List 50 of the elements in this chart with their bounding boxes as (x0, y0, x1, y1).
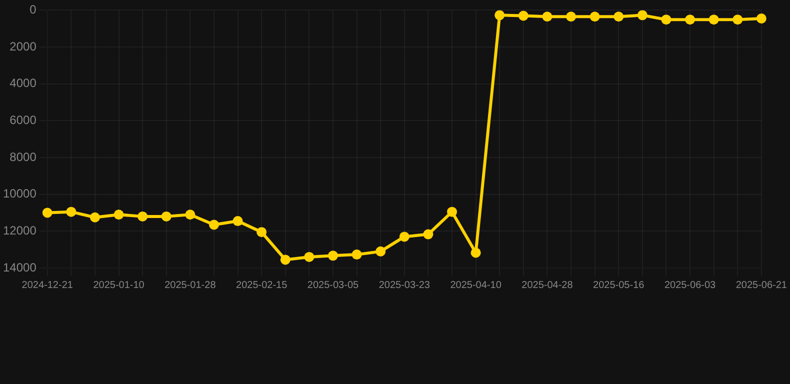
point (590, 12, 600, 22)
x-tick-label: 2025-02-15 (236, 280, 288, 291)
point (685, 14, 696, 25)
point (161, 211, 172, 222)
point (376, 246, 386, 256)
point (637, 10, 648, 20)
x-tick-label: 2025-05-16 (593, 280, 645, 291)
y-tick-label: 12000 (2, 223, 37, 238)
x-tick-label: 2025-04-10 (450, 280, 502, 291)
point (470, 248, 481, 258)
point (90, 212, 100, 222)
point (256, 227, 267, 238)
y-tick-label: 14000 (2, 260, 37, 274)
x-tick-label: 2025-06-03 (664, 280, 716, 291)
x-tick-label: 2025-01-28 (164, 280, 216, 291)
point (494, 10, 505, 20)
point (518, 10, 528, 21)
point (352, 250, 362, 260)
y-tick-label: 4000 (10, 76, 37, 90)
point (661, 14, 672, 25)
point (566, 12, 576, 22)
point (614, 12, 624, 22)
point (542, 12, 552, 22)
x-tick-label: 2024-12-21 (22, 280, 74, 291)
point (138, 211, 148, 222)
y-tick-label: 8000 (10, 150, 37, 164)
point (708, 14, 719, 25)
x-tick-label: 2025-03-23 (378, 280, 430, 291)
x-tick-label: 2025-06-21 (736, 280, 788, 291)
y-tick-label: 10000 (2, 186, 37, 201)
y-tick-label: 0 (30, 2, 37, 17)
point (114, 210, 124, 220)
x-tick-label: 2025-03-05 (307, 280, 360, 291)
point (304, 252, 314, 262)
point (185, 210, 196, 220)
point (423, 229, 434, 240)
x-tick-label: 2025-01-10 (93, 280, 145, 291)
point (328, 250, 338, 261)
point (42, 208, 52, 218)
point (756, 13, 766, 24)
point (399, 232, 410, 242)
point (732, 14, 743, 25)
point (447, 206, 457, 217)
point (232, 216, 243, 226)
y-tick-label: 6000 (10, 113, 37, 127)
y-tick-label: 2000 (10, 39, 37, 54)
point (66, 206, 76, 217)
x-tick-label: 2025-04-28 (522, 280, 574, 291)
point (208, 220, 219, 230)
point (280, 254, 290, 265)
